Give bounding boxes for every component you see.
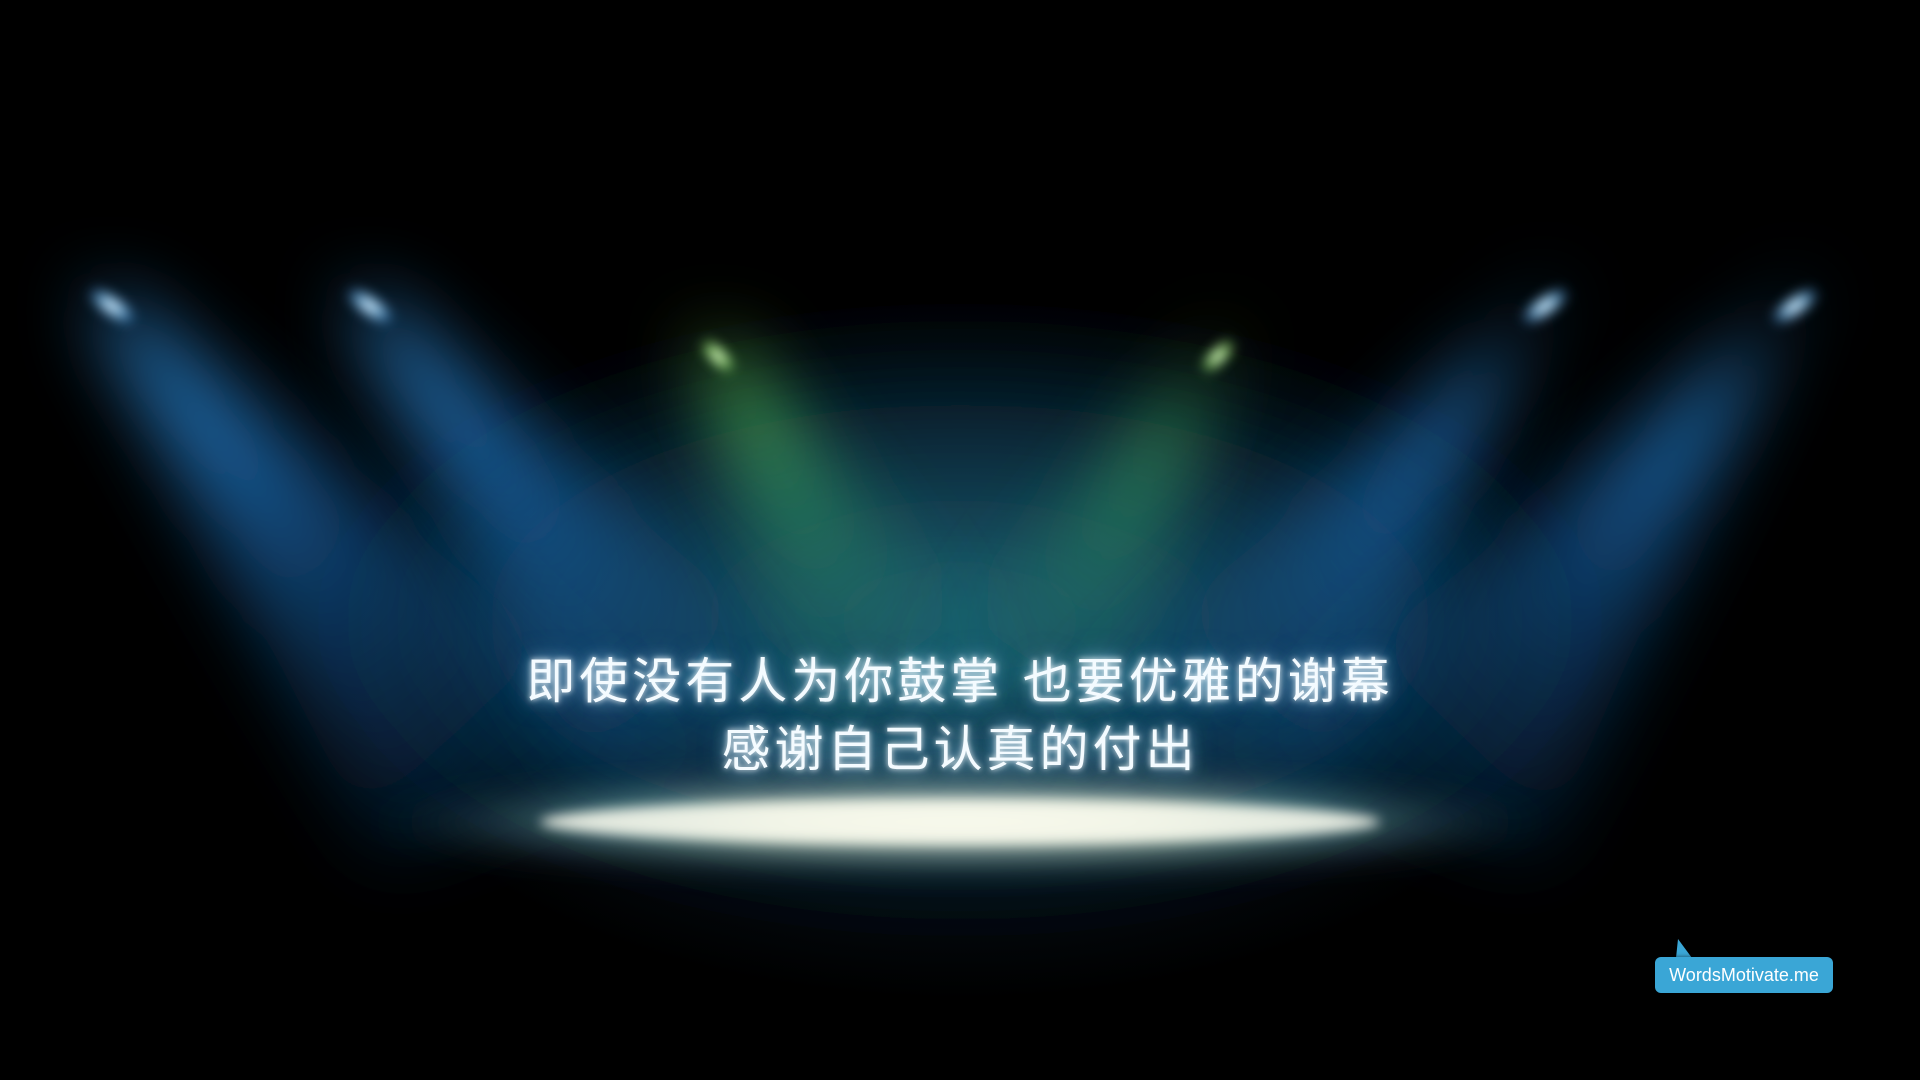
spotlight-beam-blue-4 [1220, 294, 1812, 860]
spotlight-beam-green-2 [860, 340, 1232, 760]
spotlight-lamp-green-2 [1199, 337, 1237, 375]
spotlight-lamp-blue-3 [1519, 286, 1571, 326]
spotlight-beam-blue-1 [92, 296, 700, 860]
spotlight-beam-blue-3 [1040, 294, 1562, 800]
spotlight-lamp-green-1 [699, 337, 737, 375]
quote-line-2: 感谢自己认真的付出 [721, 721, 1199, 778]
watermark-tail [1676, 939, 1692, 958]
quote-text: 即使没有人为你鼓掌 也要优雅的谢幕 感谢自己认真的付出 [0, 648, 1920, 784]
spotlight-lamp-blue-1 [86, 286, 138, 326]
spotlight-lamp-blue-4 [1769, 286, 1821, 326]
spotlight-lamp-blue-2 [344, 286, 396, 326]
spotlight-beam-blue-2 [350, 296, 880, 800]
quote-line-1: 即使没有人为你鼓掌 也要优雅的谢幕 [526, 653, 1394, 710]
stage-pool-core [540, 800, 1380, 844]
watermark-badge[interactable]: WordsMotivate.me [1655, 957, 1833, 993]
